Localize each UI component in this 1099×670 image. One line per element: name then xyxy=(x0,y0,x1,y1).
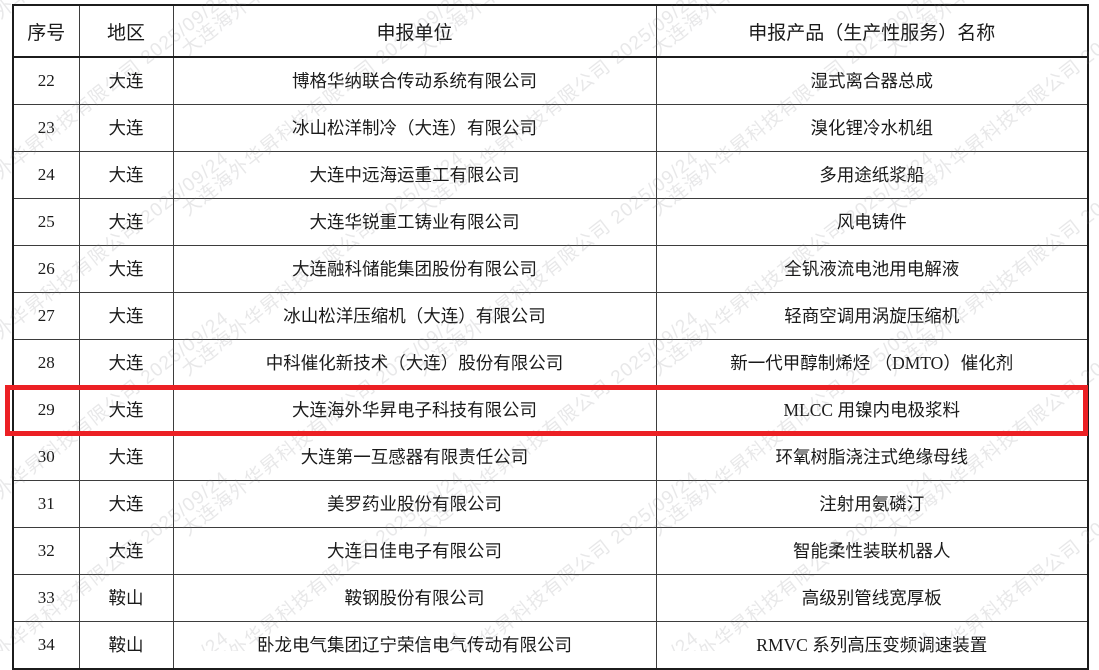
cell-unit: 美罗药业股份有限公司 xyxy=(172,480,657,528)
cell-product: 风电铸件 xyxy=(655,198,1089,246)
cell-unit: 博格华纳联合传动系统有限公司 xyxy=(172,56,657,105)
table-row: 26 大连 大连融科储能集团股份有限公司 全钒液流电池用电解液 xyxy=(12,245,1089,293)
cell-product: 智能柔性装联机器人 xyxy=(655,527,1089,575)
cell-area: 大连 xyxy=(78,104,174,152)
table-row: 34 鞍山 卧龙电气集团辽宁荣信电气传动有限公司 RMVC 系列高压变频调速装置 xyxy=(12,621,1089,670)
table-row: 25 大连 大连华锐重工铸业有限公司 风电铸件 xyxy=(12,198,1089,246)
table-body: 22 大连 博格华纳联合传动系统有限公司 湿式离合器总成 23 大连 冰山松洋制冷（大连）有… xyxy=(12,56,1089,670)
cell-unit: 大连融科储能集团股份有限公司 xyxy=(172,245,657,293)
table-row: 32 大连 大连日佳电子有限公司 智能柔性装联机器人 xyxy=(12,527,1089,575)
table-row: 31 大连 美罗药业股份有限公司 注射用氨磷汀 xyxy=(12,480,1089,528)
cell-area: 大连 xyxy=(78,433,174,481)
table-row: 33 鞍山 鞍钢股份有限公司 高级别管线宽厚板 xyxy=(12,574,1089,622)
cell-unit: 卧龙电气集团辽宁荣信电气传动有限公司 xyxy=(172,621,657,670)
cell-product: 多用途纸浆船 xyxy=(655,151,1089,199)
column-header-area: 地区 xyxy=(78,4,174,58)
cell-area: 大连 xyxy=(78,245,174,293)
cell-product: RMVC 系列高压变频调速装置 xyxy=(655,621,1089,670)
table-row: 30 大连 大连第一互感器有限责任公司 环氧树脂浇注式绝缘母线 xyxy=(12,433,1089,481)
cell-area: 大连 xyxy=(78,339,174,387)
declaration-listing-table: 序号 地区 申报单位 申报产品（生产性服务）名称 22 大连 博格华纳联合传动系统有… xyxy=(12,4,1089,670)
cell-seq: 33 xyxy=(12,574,80,622)
cell-area: 大连 xyxy=(78,292,174,340)
column-header-seq: 序号 xyxy=(12,4,80,58)
cell-product: 注射用氨磷汀 xyxy=(655,480,1089,528)
cell-unit: 大连中远海运重工有限公司 xyxy=(172,151,657,199)
cell-seq: 24 xyxy=(12,151,80,199)
table-row: 28 大连 中科催化新技术（大连）股份有限公司 新一代甲醇制烯烃 （DMTO）催化剂 xyxy=(12,339,1089,387)
cell-unit: 大连海外华昇电子科技有限公司 xyxy=(172,386,657,434)
cell-unit: 中科催化新技术（大连）股份有限公司 xyxy=(172,339,657,387)
cell-area: 大连 xyxy=(78,56,174,105)
listing-table-container: 序号 地区 申报单位 申报产品（生产性服务）名称 22 大连 博格华纳联合传动系统有… xyxy=(12,4,1089,670)
table-row: 24 大连 大连中远海运重工有限公司 多用途纸浆船 xyxy=(12,151,1089,199)
cell-product: 溴化锂冷水机组 xyxy=(655,104,1089,152)
table-row: 29 大连 大连海外华昇电子科技有限公司 MLCC 用镍内电极浆料 xyxy=(12,386,1089,434)
cell-product: 环氧树脂浇注式绝缘母线 xyxy=(655,433,1089,481)
cell-seq: 34 xyxy=(12,621,80,670)
cell-unit: 大连华锐重工铸业有限公司 xyxy=(172,198,657,246)
cell-unit: 大连第一互感器有限责任公司 xyxy=(172,433,657,481)
cell-product: 高级别管线宽厚板 xyxy=(655,574,1089,622)
table-header-row: 序号 地区 申报单位 申报产品（生产性服务）名称 xyxy=(12,4,1089,58)
cell-area: 大连 xyxy=(78,480,174,528)
cell-seq: 28 xyxy=(12,339,80,387)
cell-area: 鞍山 xyxy=(78,621,174,670)
cell-unit: 冰山松洋压缩机（大连）有限公司 xyxy=(172,292,657,340)
cell-seq: 27 xyxy=(12,292,80,340)
cell-unit: 鞍钢股份有限公司 xyxy=(172,574,657,622)
cell-seq: 32 xyxy=(12,527,80,575)
cell-product: 湿式离合器总成 xyxy=(655,56,1089,105)
cell-unit: 大连日佳电子有限公司 xyxy=(172,527,657,575)
cell-seq: 23 xyxy=(12,104,80,152)
cell-product: MLCC 用镍内电极浆料 xyxy=(655,386,1089,434)
cell-seq: 25 xyxy=(12,198,80,246)
cell-seq: 30 xyxy=(12,433,80,481)
cell-product: 新一代甲醇制烯烃 （DMTO）催化剂 xyxy=(655,339,1089,387)
table-header: 序号 地区 申报单位 申报产品（生产性服务）名称 xyxy=(12,4,1089,58)
cell-product: 全钒液流电池用电解液 xyxy=(655,245,1089,293)
cell-seq: 22 xyxy=(12,56,80,105)
table-row: 22 大连 博格华纳联合传动系统有限公司 湿式离合器总成 xyxy=(12,56,1089,105)
table-row: 23 大连 冰山松洋制冷（大连）有限公司 溴化锂冷水机组 xyxy=(12,104,1089,152)
cell-seq: 26 xyxy=(12,245,80,293)
column-header-unit: 申报单位 xyxy=(172,4,657,58)
cell-area: 大连 xyxy=(78,198,174,246)
cell-unit: 冰山松洋制冷（大连）有限公司 xyxy=(172,104,657,152)
cell-area: 大连 xyxy=(78,151,174,199)
cell-seq: 31 xyxy=(12,480,80,528)
cell-area: 鞍山 xyxy=(78,574,174,622)
table-row: 27 大连 冰山松洋压缩机（大连）有限公司 轻商空调用涡旋压缩机 xyxy=(12,292,1089,340)
cell-product: 轻商空调用涡旋压缩机 xyxy=(655,292,1089,340)
cell-seq: 29 xyxy=(12,386,80,434)
cell-area: 大连 xyxy=(78,386,174,434)
column-header-product: 申报产品（生产性服务）名称 xyxy=(655,4,1089,58)
cell-area: 大连 xyxy=(78,527,174,575)
